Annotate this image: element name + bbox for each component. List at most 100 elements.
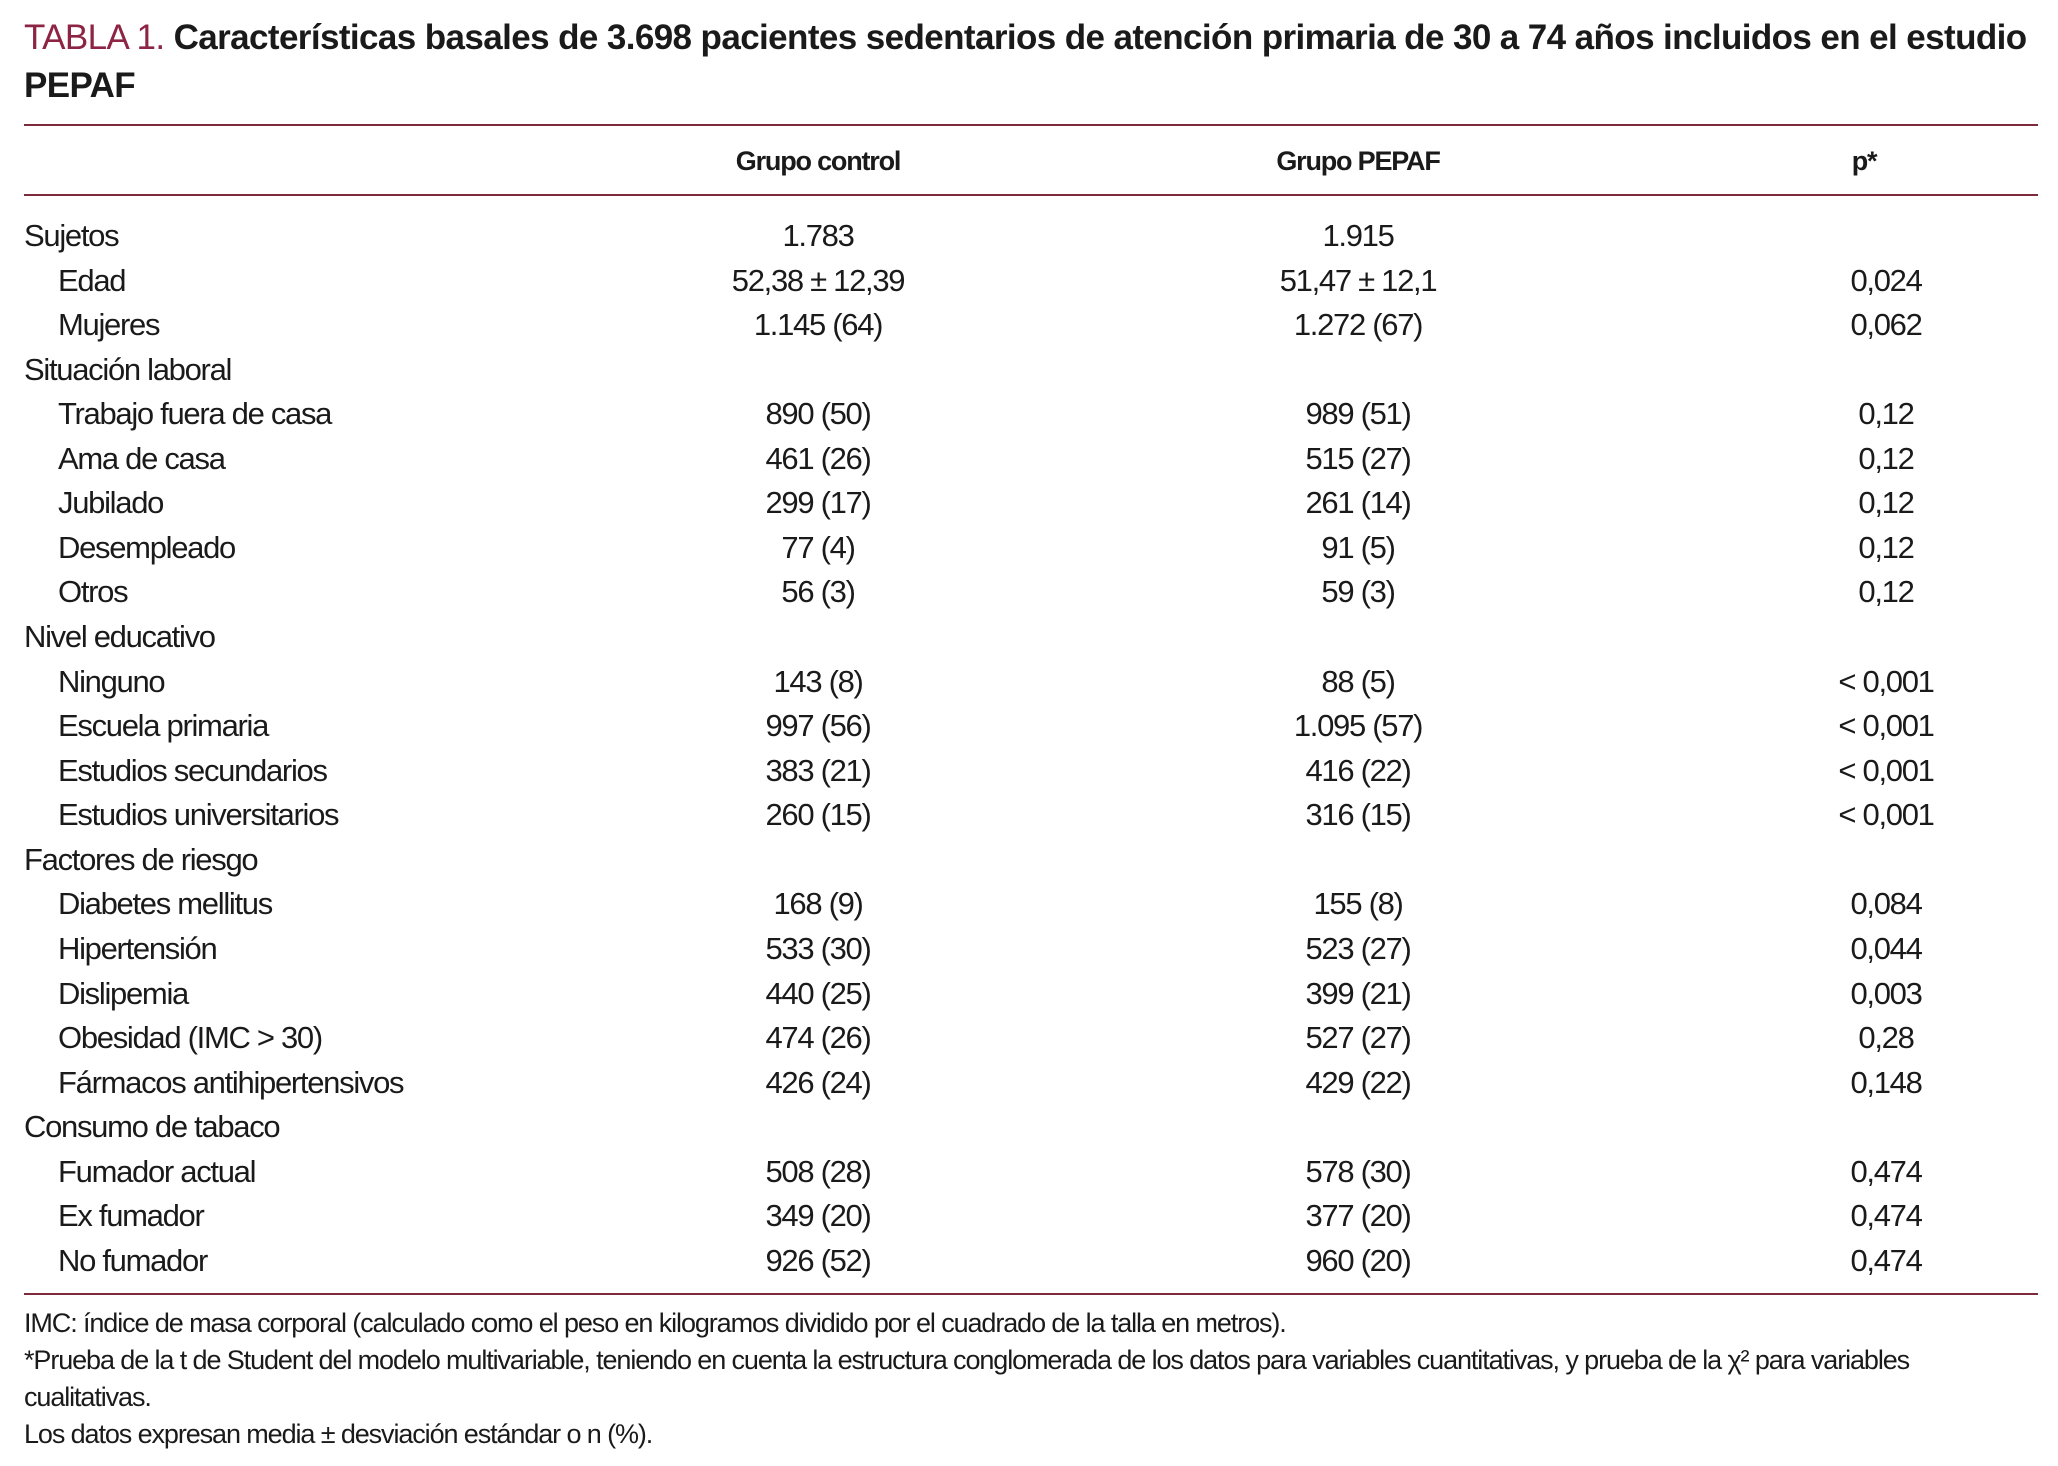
row-label: Mujeres bbox=[58, 307, 160, 343]
cell-pepaf: 416 (22) bbox=[1305, 752, 1411, 788]
table-row: Estudios secundarios 383 (21) 416 (22) < 0,… bbox=[0, 749, 2058, 793]
cell-p-value: 0,003 bbox=[1850, 975, 1922, 1011]
table-row: Trabajo fuera de casa 890 (50) 989 (51) 0,1… bbox=[0, 392, 2058, 436]
cell-pepaf: 1.272 (67) bbox=[1293, 307, 1424, 343]
row-label: Jubilado bbox=[58, 485, 164, 521]
row-label: Factores de riesgo bbox=[24, 841, 259, 877]
footnote: cualitativas. bbox=[24, 1382, 152, 1412]
cell-pepaf: 316 (15) bbox=[1305, 797, 1411, 833]
cell-p-value: 0,12 bbox=[1858, 440, 1914, 476]
cell-pepaf: 1.915 bbox=[1322, 218, 1394, 253]
cell-p-value: 0,084 bbox=[1850, 886, 1922, 922]
row-label: Escuela primaria bbox=[58, 708, 269, 744]
cell-pepaf: 399 (21) bbox=[1305, 975, 1411, 1011]
cell-p-value: 0,148 bbox=[1850, 1064, 1922, 1100]
cell-control: 1.783 bbox=[782, 218, 854, 253]
cell-pepaf: 527 (27) bbox=[1305, 1020, 1411, 1056]
bottom-rule bbox=[24, 1293, 2038, 1295]
cell-pepaf: 88 (5) bbox=[1321, 663, 1395, 699]
cell-control: 997 (56) bbox=[765, 708, 871, 744]
table-row: Estudios universitarios 260 (15) 316 (15) <… bbox=[0, 793, 2058, 837]
row-label: Desempleado bbox=[58, 529, 236, 565]
cell-pepaf: 261 (14) bbox=[1305, 485, 1411, 521]
table-row: Otros 56 (3) 59 (3) 0,12 bbox=[0, 570, 2058, 614]
row-label: Sujetos bbox=[24, 218, 120, 253]
row-label: Ex fumador bbox=[58, 1198, 205, 1234]
cell-control: 260 (15) bbox=[765, 797, 871, 833]
table-row: Diabetes mellitus 168 (9) 155 (8) 0,084 bbox=[0, 882, 2058, 926]
row-label: Trabajo fuera de casa bbox=[58, 396, 332, 432]
row-label: Obesidad (IMC > 30) bbox=[58, 1020, 323, 1056]
row-label: Nivel educativo bbox=[24, 619, 216, 655]
row-label: Edad bbox=[58, 262, 127, 298]
table-row: Situación laboral bbox=[0, 348, 2058, 392]
table-row: Edad 52,38 ± 12,39 51,47 ± 12,1 0,024 bbox=[0, 259, 2058, 303]
cell-control: 143 (8) bbox=[773, 663, 863, 699]
cell-pepaf: 578 (30) bbox=[1305, 1153, 1411, 1189]
cell-pepaf: 377 (20) bbox=[1305, 1198, 1411, 1234]
cell-pepaf: 989 (51) bbox=[1305, 396, 1411, 432]
cell-pepaf: 960 (20) bbox=[1305, 1242, 1411, 1278]
row-label: Otros bbox=[58, 574, 129, 610]
table-row: Fumador actual 508 (28) 578 (30) 0,474 bbox=[0, 1150, 2058, 1194]
cell-p-value: 0,12 bbox=[1858, 574, 1914, 610]
cell-control: 890 (50) bbox=[765, 396, 871, 432]
cell-pepaf: 515 (27) bbox=[1305, 440, 1411, 476]
table-row: Nivel educativo bbox=[0, 615, 2058, 659]
footnote: Los datos expresan media ± desviación es… bbox=[24, 1419, 653, 1449]
cell-p-value: 0,12 bbox=[1858, 396, 1914, 432]
cell-p-value: 0,474 bbox=[1850, 1242, 1922, 1278]
cell-p-value: < 0,001 bbox=[1838, 797, 1935, 833]
cell-control: 52,38 ± 12,39 bbox=[731, 262, 906, 298]
cell-p-value: 0,474 bbox=[1850, 1153, 1922, 1189]
table-row: Factores de riesgo bbox=[0, 838, 2058, 882]
cell-p-value: 0,12 bbox=[1858, 485, 1914, 521]
cell-control: 349 (20) bbox=[765, 1198, 871, 1234]
row-label: Diabetes mellitus bbox=[58, 886, 273, 922]
table-row: Dislipemia 440 (25) 399 (21) 0,003 bbox=[0, 972, 2058, 1016]
table-row: Ninguno 143 (8) 88 (5) < 0,001 bbox=[0, 660, 2058, 704]
cell-control: 533 (30) bbox=[765, 930, 871, 966]
header-grupo-pepaf: Grupo PEPAF bbox=[1276, 146, 1441, 176]
table-row: Hipertensión 533 (30) 523 (27) 0,044 bbox=[0, 927, 2058, 971]
header-rule bbox=[24, 194, 2038, 196]
cell-p-value: 0,28 bbox=[1858, 1020, 1914, 1056]
footnote: IMC: índice de masa corporal (calculado … bbox=[24, 1308, 1287, 1338]
table-row: Jubilado 299 (17) 261 (14) 0,12 bbox=[0, 481, 2058, 525]
table-row: Consumo de tabaco bbox=[0, 1105, 2058, 1149]
cell-pepaf: 91 (5) bbox=[1321, 529, 1395, 565]
cell-p-value: 0,062 bbox=[1850, 307, 1922, 343]
row-label: Hipertensión bbox=[58, 930, 218, 966]
cell-control: 77 (4) bbox=[781, 529, 855, 565]
cell-p-value: 0,024 bbox=[1850, 262, 1922, 298]
row-label: Fumador actual bbox=[58, 1153, 256, 1189]
table-row: Mujeres 1.145 (64) 1.272 (67) 0,062 bbox=[0, 303, 2058, 347]
cell-pepaf: 155 (8) bbox=[1313, 886, 1403, 922]
table-row: Obesidad (IMC > 30) 474 (26) 527 (27) 0,28 bbox=[0, 1016, 2058, 1060]
row-label: Fármacos antihipertensivos bbox=[58, 1064, 405, 1100]
cell-control: 168 (9) bbox=[773, 886, 863, 922]
row-label: Ninguno bbox=[58, 663, 166, 699]
row-label: Dislipemia bbox=[58, 975, 189, 1011]
cell-p-value: < 0,001 bbox=[1838, 663, 1935, 699]
row-label: Estudios secundarios bbox=[58, 752, 328, 788]
cell-control: 383 (21) bbox=[765, 752, 871, 788]
cell-pepaf: 59 (3) bbox=[1321, 574, 1395, 610]
cell-control: 926 (52) bbox=[765, 1242, 871, 1278]
cell-pepaf: 429 (22) bbox=[1305, 1064, 1411, 1100]
cell-control: 426 (24) bbox=[765, 1064, 871, 1100]
table-row: No fumador 926 (52) 960 (20) 0,474 bbox=[0, 1239, 2058, 1283]
cell-p-value: 0,474 bbox=[1850, 1198, 1922, 1234]
cell-control: 440 (25) bbox=[765, 975, 871, 1011]
cell-control: 299 (17) bbox=[765, 485, 871, 521]
row-label: Ama de casa bbox=[58, 440, 226, 476]
row-label: Consumo de tabaco bbox=[24, 1109, 281, 1145]
cell-control: 474 (26) bbox=[765, 1020, 871, 1056]
cell-p-value: 0,044 bbox=[1850, 930, 1922, 966]
table-row: Sujetos 1.783 1.915 bbox=[0, 214, 2058, 258]
footnote: *Prueba de la t de Student del modelo mu… bbox=[24, 1345, 1910, 1375]
table-row: Ama de casa 461 (26) 515 (27) 0,12 bbox=[0, 437, 2058, 481]
cell-p-value: < 0,001 bbox=[1838, 708, 1935, 744]
row-label: Situación laboral bbox=[24, 351, 232, 387]
cell-pepaf: 523 (27) bbox=[1305, 930, 1411, 966]
